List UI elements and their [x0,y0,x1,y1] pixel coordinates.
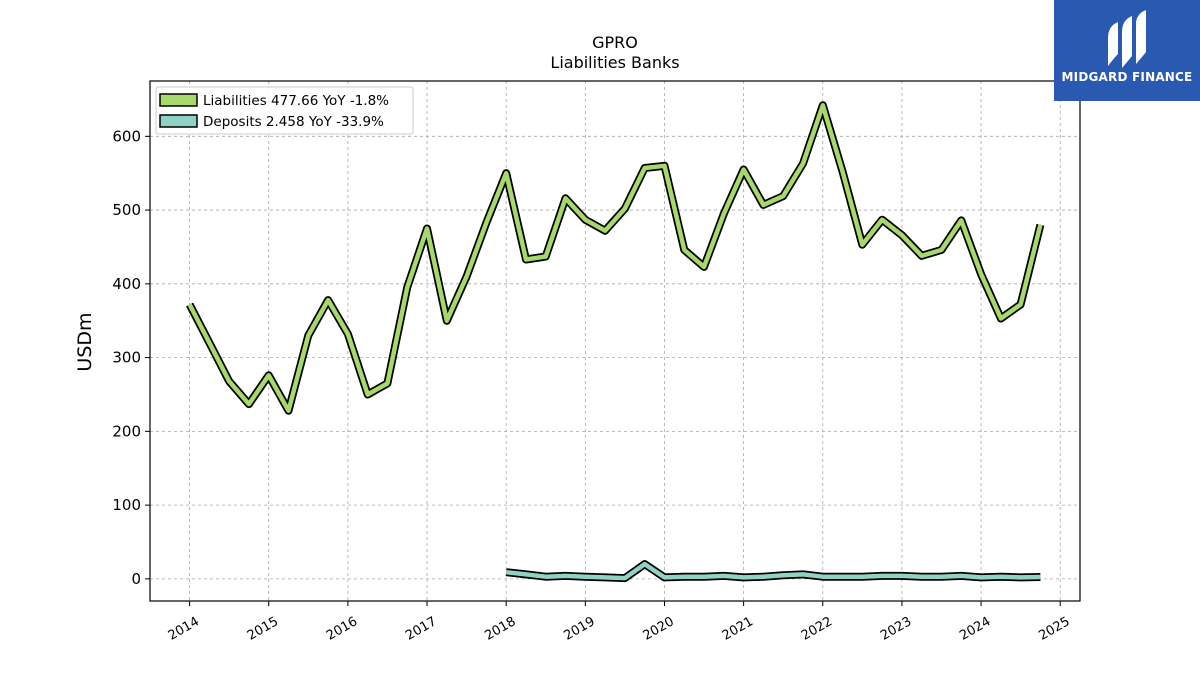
ticks-layer: 0 100 200 300 400 500 600 2014 2015 2016 2017 2018 2… [112,127,1072,643]
chart-subtitle: Liabilities Banks [550,53,679,72]
x-tick-label: 2024 [957,614,993,644]
y-tick-label: 0 [131,570,141,588]
series-line-deposits [505,561,1041,581]
series-outline-liabilities [186,101,1045,415]
legend-swatch-deposits [159,114,198,128]
brand-logo: MIDGARD FINANCE [1054,0,1200,101]
legend-box [155,86,414,135]
y-tick-label: 100 [112,496,141,514]
y-axis-label: USDm [74,312,96,371]
plot-frame [149,80,1081,602]
y-tick-label: 500 [112,201,141,219]
legend-label-liabilities: Liabilities 477.66 YoY -1.8% [203,93,389,109]
brand-name: MIDGARD FINANCE [1061,70,1193,84]
grid-layer [150,81,1080,601]
x-tick-label: 2022 [799,614,835,644]
x-tick-label: 2017 [403,614,439,644]
x-tick-label: 2018 [482,614,518,644]
y-tick-label: 400 [112,275,141,293]
legend-swatch-liabilities [159,93,198,107]
legend: Liabilities 477.66 YoY -1.8% Deposits 2.… [155,86,414,135]
x-tick-label: 2025 [1036,614,1072,644]
x-tick-label: 2020 [641,614,677,644]
x-tick-label: 2014 [166,614,202,644]
x-tick-label: 2016 [324,614,360,644]
chart-title: GPRO [592,33,638,52]
y-tick-label: 600 [112,127,141,145]
x-tick-label: 2019 [561,614,597,644]
y-tick-label: 200 [112,422,141,440]
y-tick-label: 300 [112,349,141,367]
legend-label-deposits: Deposits 2.458 YoY -33.9% [203,114,384,130]
x-tick-label: 2015 [245,614,281,644]
series-line-liabilities [187,103,1043,413]
series-layer [186,101,1045,583]
x-tick-label: 2021 [720,614,756,644]
brand-mark-icon [1108,10,1146,68]
x-tick-label: 2023 [878,614,914,644]
